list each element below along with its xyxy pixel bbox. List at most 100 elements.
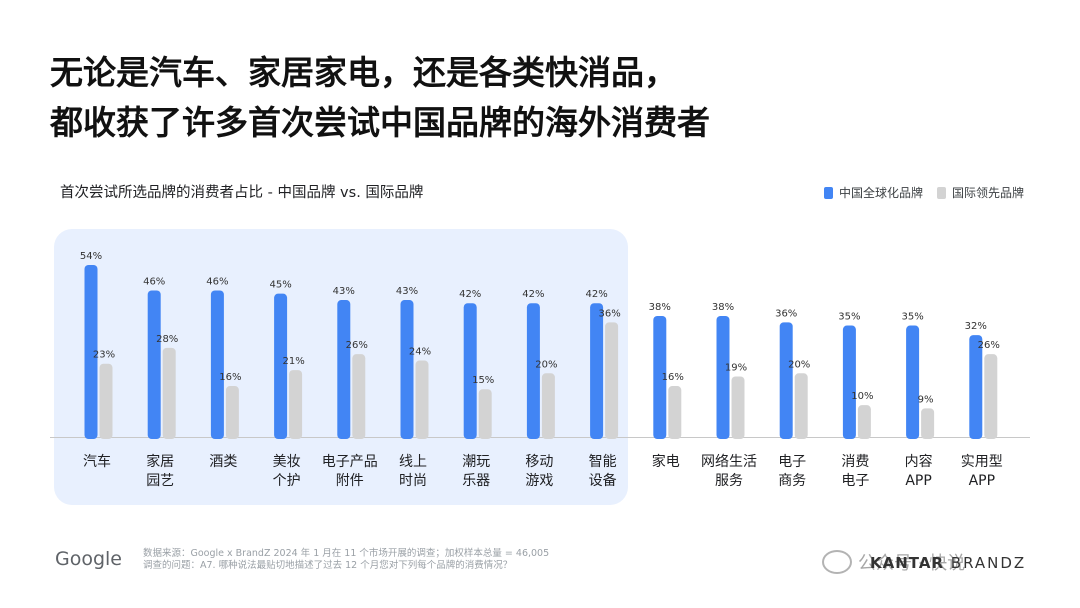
data-label-international-0: 23% <box>93 350 115 361</box>
data-label-international-2: 16% <box>219 372 241 383</box>
data-label-international-9: 16% <box>662 372 684 383</box>
data-label-international-10: 19% <box>725 362 747 373</box>
category-label-line: 园艺 <box>146 473 174 489</box>
bar-international-4 <box>352 354 366 439</box>
legend-label-chinese: 中国全球化品牌 <box>838 186 923 200</box>
category-label-12: 消费电子 <box>841 454 869 489</box>
google-logo: Google <box>55 548 123 570</box>
data-label-chinese-4: 43% <box>333 286 355 297</box>
category-label-line: 电子产品 <box>322 454 378 470</box>
bar-international-12 <box>857 405 871 439</box>
category-label-line: 汽车 <box>83 453 111 470</box>
data-label-chinese-13: 35% <box>901 312 923 323</box>
category-label-line: 家居 <box>146 453 174 470</box>
category-label-2: 酒类 <box>209 454 237 470</box>
legend-swatch-chinese <box>823 186 833 199</box>
category-label-3: 美妆个护 <box>273 454 301 489</box>
bar-international-6 <box>478 389 492 439</box>
category-label-4: 电子产品附件 <box>322 454 378 489</box>
category-label-line: 时尚 <box>399 473 427 489</box>
data-label-chinese-5: 43% <box>396 286 418 297</box>
category-label-line: 移动 <box>525 454 553 470</box>
category-label-1: 家居园艺 <box>146 453 174 489</box>
bar-international-13 <box>921 408 935 439</box>
bar-chinese-2 <box>210 290 224 439</box>
bar-international-11 <box>794 373 808 439</box>
bar-international-10 <box>731 376 745 439</box>
data-label-chinese-3: 45% <box>269 280 291 291</box>
bar-international-9 <box>668 386 682 439</box>
data-label-chinese-1: 46% <box>143 276 165 287</box>
legend-swatch-international <box>936 186 946 199</box>
category-label-line: 商务 <box>778 473 806 489</box>
data-label-chinese-10: 38% <box>712 302 734 313</box>
category-label-7: 移动游戏 <box>525 454 553 489</box>
category-label-line: 附件 <box>336 473 364 489</box>
kantar-brandz-logo: KANTAR BRANDZ <box>870 554 1026 572</box>
legend-item-international: 国际领先品牌 <box>936 184 1024 201</box>
category-label-line: 酒类 <box>209 454 237 470</box>
data-label-international-12: 10% <box>851 391 873 402</box>
category-label-line: APP <box>969 473 995 489</box>
category-label-line: 家电 <box>652 453 680 470</box>
category-label-line: 设备 <box>589 472 617 489</box>
data-label-chinese-8: 42% <box>585 289 607 300</box>
data-label-international-5: 24% <box>409 347 431 358</box>
category-label-9: 家电 <box>652 453 680 470</box>
wechat-watermark: 公众号 · 快说 <box>822 549 965 575</box>
category-label-line: 内容 <box>905 453 933 470</box>
kantar-logo-rest: BRANDZ <box>944 554 1027 572</box>
category-label-line: 线上 <box>399 454 427 470</box>
bar-chinese-6 <box>463 303 477 439</box>
category-label-10: 网络生活服务 <box>701 454 757 489</box>
legend-item-chinese: 中国全球化品牌 <box>823 184 923 201</box>
data-label-international-8: 36% <box>598 308 620 319</box>
headline-line-1: 无论是汽车、家居家电，还是各类快消品， <box>50 53 677 92</box>
source-line-2: 调查的问题：A7. 哪种说法最贴切地描述了过去 12 个月您对下列每个品牌的消费… <box>143 560 513 571</box>
category-label-line: 网络生活 <box>701 454 757 470</box>
data-label-chinese-7: 42% <box>522 289 544 300</box>
bar-international-2 <box>225 386 239 439</box>
category-label-8: 智能设备 <box>589 454 617 489</box>
bar-chinese-13 <box>906 325 920 439</box>
category-label-line: 实用型 <box>961 454 1003 470</box>
data-label-international-13: 9% <box>918 394 934 405</box>
category-label-line: APP <box>905 473 931 489</box>
data-label-chinese-0: 54% <box>80 251 102 262</box>
bar-international-3 <box>289 370 303 439</box>
bar-international-7 <box>541 373 555 439</box>
category-label-5: 线上时尚 <box>399 454 427 489</box>
bar-chinese-3 <box>274 293 288 439</box>
category-label-line: 潮玩 <box>462 454 490 470</box>
category-label-line: 个护 <box>273 473 301 489</box>
category-label-line: 游戏 <box>525 473 553 489</box>
category-label-0: 汽车 <box>83 453 111 470</box>
legend-label-international: 国际领先品牌 <box>951 186 1024 200</box>
bar-international-0 <box>99 363 113 439</box>
bar-chinese-8 <box>590 303 604 439</box>
source-note: 数据来源：Google x BrandZ 2024 年 1 月在 11 个市场开… <box>143 548 549 572</box>
data-label-international-1: 28% <box>156 334 178 345</box>
data-label-chinese-2: 46% <box>206 276 228 287</box>
data-label-chinese-9: 38% <box>649 302 671 313</box>
wechat-icon <box>822 550 852 574</box>
kantar-logo-bold: KANTAR <box>870 554 945 572</box>
chart-legend: 中国全球化品牌 国际领先品牌 <box>823 184 1024 201</box>
bar-chinese-9 <box>653 315 667 439</box>
bar-chinese-0 <box>84 265 98 439</box>
category-label-11: 电子商务 <box>778 454 806 489</box>
data-label-chinese-12: 35% <box>838 312 860 323</box>
data-label-international-7: 20% <box>535 359 557 370</box>
bar-international-14 <box>984 354 998 439</box>
bar-chinese-12 <box>842 325 856 439</box>
bar-international-1 <box>162 347 176 439</box>
category-label-line: 乐器 <box>462 473 490 489</box>
category-label-line: 电子 <box>778 454 806 470</box>
source-line-1: 数据来源：Google x BrandZ 2024 年 1 月在 11 个市场开… <box>143 548 550 559</box>
bar-chinese-4 <box>337 300 351 439</box>
bar-international-5 <box>415 360 429 439</box>
category-label-6: 潮玩乐器 <box>462 454 490 489</box>
category-label-13: 内容 APP <box>905 453 933 489</box>
category-label-line: 服务 <box>715 473 743 489</box>
